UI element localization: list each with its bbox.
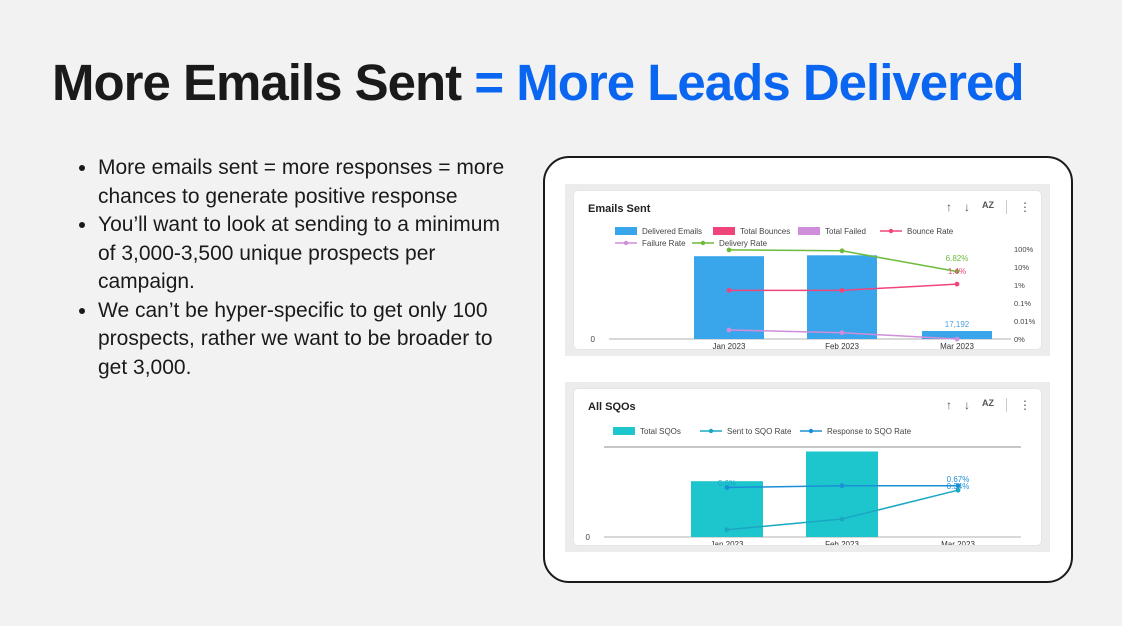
point-data-label: 1.4% xyxy=(948,267,966,276)
bar-data-label: 1 xyxy=(956,544,961,545)
x-tick-label: Mar 2023 xyxy=(940,342,974,349)
point-data-label: 0.6% xyxy=(718,479,736,488)
chart-title: All SQOs xyxy=(588,401,636,413)
series-point xyxy=(839,330,845,336)
legend-swatch xyxy=(798,227,820,235)
series-point xyxy=(724,527,730,533)
series-point xyxy=(724,485,730,490)
legend-label: Response to SQO Rate xyxy=(827,427,912,436)
y-right-tick-label: 100% xyxy=(1014,245,1034,254)
bar xyxy=(922,331,992,339)
bullet-item: We can’t be hyper-specific to get only 1… xyxy=(98,297,518,383)
emails-sent-chart: Delivered Emails Total Bounces Total Faile… xyxy=(591,227,1036,349)
more-options-icon[interactable]: ⋮ xyxy=(1019,200,1031,214)
x-tick-label: Jan 2023 xyxy=(711,540,744,545)
point-data-label: 0.34% xyxy=(947,482,970,491)
series-point xyxy=(955,483,961,489)
bar-data-label: 17,192 xyxy=(945,320,970,329)
toolbar-divider xyxy=(1006,398,1007,412)
emails-sent-panel: Emails Sent ↑ ↓ AZ ⋮ Delivered Emails Tot… xyxy=(565,184,1050,356)
series-point xyxy=(955,487,961,493)
legend-label: Sent to SQO Rate xyxy=(727,427,792,436)
legend-label: Failure Rate xyxy=(642,239,686,248)
legend-label: Total SQOs xyxy=(640,427,681,436)
y-right-tick-label: 0.01% xyxy=(1014,317,1036,326)
y-left-tick-label: 0 xyxy=(586,533,591,542)
title-main: More Emails Sent xyxy=(52,54,475,111)
x-tick-label: Jan 2023 xyxy=(713,342,746,349)
chart-toolbar: ↑ ↓ AZ ⋮ xyxy=(946,398,1031,412)
series-point xyxy=(726,247,732,253)
legend-label: Bounce Rate xyxy=(907,227,954,236)
x-tick-label: Feb 2023 xyxy=(825,342,859,349)
series-point xyxy=(954,336,960,342)
arrow-up-icon[interactable]: ↑ xyxy=(946,398,952,412)
bullet-list: More emails sent = more responses = more… xyxy=(76,154,518,382)
arrow-up-icon[interactable]: ↑ xyxy=(946,200,952,214)
chart-title: Emails Sent xyxy=(588,203,651,215)
legend-marker xyxy=(700,240,706,246)
point-data-label: 0.67% xyxy=(947,475,970,484)
bar xyxy=(807,255,877,339)
legend-swatch xyxy=(615,227,637,235)
arrow-down-icon[interactable]: ↓ xyxy=(964,398,970,412)
series-point xyxy=(839,288,845,293)
bullet-item: You’ll want to look at sending to a mini… xyxy=(98,211,518,297)
more-options-icon[interactable]: ⋮ xyxy=(1019,398,1031,412)
y-right-tick-label: 1% xyxy=(1014,281,1025,290)
emails-sent-card: Emails Sent ↑ ↓ AZ ⋮ Delivered Emails Tot… xyxy=(574,191,1041,349)
sort-az-icon[interactable]: AZ xyxy=(982,200,994,210)
legend-swatch xyxy=(613,427,635,435)
all-sqos-chart: Total SQOs Sent to SQO Rate Response to SQ… xyxy=(586,427,1021,545)
y-right-tick-label: 10% xyxy=(1014,263,1029,272)
slide-title: More Emails Sent = More Leads Delivered xyxy=(52,52,1024,114)
legend-label: Delivery Rate xyxy=(719,239,768,248)
toolbar-divider xyxy=(1006,200,1007,214)
bar xyxy=(694,256,764,339)
legend-marker xyxy=(708,428,714,434)
series-point xyxy=(839,248,845,254)
title-accent: = More Leads Delivered xyxy=(474,54,1024,111)
point-data-label: 6.82% xyxy=(946,254,969,263)
series-point xyxy=(726,327,732,333)
x-tick-label: Feb 2023 xyxy=(825,540,859,545)
series-point xyxy=(954,269,960,274)
series-point xyxy=(839,516,845,522)
series-point xyxy=(839,483,845,489)
chart-toolbar: ↑ ↓ AZ ⋮ xyxy=(946,200,1031,214)
legend-marker xyxy=(623,240,629,246)
legend-marker xyxy=(808,428,814,434)
legend-label: Total Failed xyxy=(825,227,866,236)
all-sqos-panel: All SQOs ↑ ↓ AZ ⋮ Total SQOs Sent to SQO … xyxy=(565,382,1050,552)
sort-az-icon[interactable]: AZ xyxy=(982,398,994,408)
arrow-down-icon[interactable]: ↓ xyxy=(964,200,970,214)
y-right-tick-label: 0.1% xyxy=(1014,299,1031,308)
bar xyxy=(806,451,878,537)
legend-label: Delivered Emails xyxy=(642,227,702,236)
all-sqos-card: All SQOs ↑ ↓ AZ ⋮ Total SQOs Sent to SQO … xyxy=(574,389,1041,545)
y-left-tick-label: 0 xyxy=(591,335,596,344)
bullet-item: More emails sent = more responses = more… xyxy=(98,154,518,211)
y-right-tick-label: 0% xyxy=(1014,335,1025,344)
series-point xyxy=(954,281,960,287)
legend-marker xyxy=(888,228,894,234)
series-point xyxy=(726,288,732,293)
legend-label: Total Bounces xyxy=(740,227,790,236)
x-tick-label: Mar 2023 xyxy=(941,540,975,545)
legend-swatch xyxy=(713,227,735,235)
